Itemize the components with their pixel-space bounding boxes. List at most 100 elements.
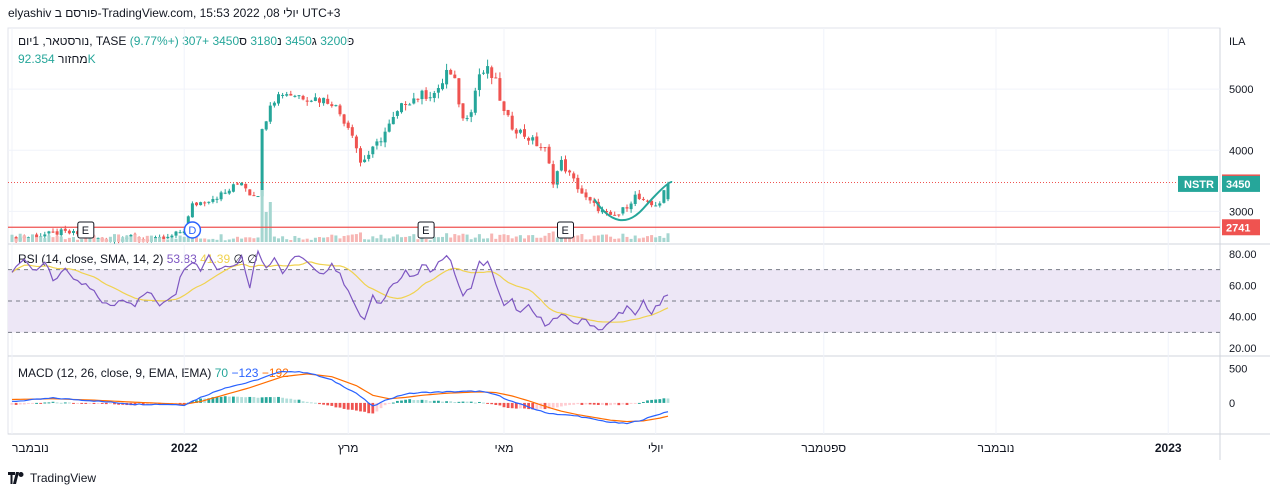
volume-bar: [117, 234, 121, 242]
candle-body: [301, 95, 305, 100]
volume-label: מחזור: [58, 52, 88, 66]
low-label: נ: [277, 34, 282, 48]
macd-histogram-bar: [248, 396, 252, 403]
macd-histogram-bar: [301, 401, 305, 403]
tradingview-brand: TradingView: [8, 471, 96, 485]
macd-histogram-bar: [551, 402, 555, 408]
candle-body: [457, 78, 461, 105]
macd-histogram-bar: [273, 397, 276, 403]
macd-histogram-bar: [342, 402, 346, 409]
macd-histogram-bar: [88, 402, 92, 404]
volume-bar: [31, 234, 34, 242]
candle-body: [338, 105, 342, 115]
volume-bar: [18, 233, 22, 242]
candle-body: [289, 93, 293, 96]
candle-body: [272, 102, 276, 106]
macd-histogram-bar: [617, 402, 621, 406]
volume-bar: [141, 239, 145, 242]
volume-bar: [424, 239, 428, 242]
candle-body: [600, 209, 604, 213]
macd-histogram-bar: [482, 402, 485, 404]
macd-histogram-bar: [601, 402, 604, 405]
macd-histogram-bar: [506, 402, 510, 409]
volume-bar: [145, 235, 149, 242]
macd-histogram-bar: [100, 402, 104, 404]
macd-histogram-bar: [408, 399, 412, 403]
macd-histogram-bar: [404, 399, 407, 403]
candle-body: [420, 90, 424, 100]
macd-histogram-bar: [437, 400, 440, 403]
candle-body: [555, 171, 559, 185]
rsi-ma-line: [11, 261, 669, 323]
candle-body: [609, 211, 613, 215]
volume-bar: [297, 237, 301, 242]
volume-bar: [494, 238, 498, 242]
candle-body: [395, 111, 399, 116]
macd-histogram-bar: [80, 402, 84, 404]
earnings-marker-label: E: [422, 225, 429, 237]
macd-histogram-bar: [367, 402, 371, 414]
candle-body: [572, 173, 576, 179]
volume-bar: [162, 239, 166, 242]
macd-histogram-bar: [424, 400, 428, 403]
macd-histogram-bar: [322, 402, 325, 405]
volume-bar: [272, 236, 276, 242]
macd-histogram-bar: [35, 402, 38, 404]
macd-histogram-bar: [613, 402, 617, 405]
volume-bar: [535, 237, 539, 242]
volume-bar: [412, 234, 416, 242]
candle-body: [428, 97, 432, 99]
macd-histogram-bar: [256, 397, 260, 403]
volume-bar: [383, 238, 387, 242]
candle-body: [473, 90, 477, 113]
volume-bar: [621, 233, 625, 242]
macd-histogram-bar: [47, 402, 51, 404]
candle-body: [67, 230, 71, 234]
candle-body: [547, 146, 551, 164]
macd-label: MACD (12, 26, close, 9, EMA, EMA): [18, 366, 212, 380]
macd-histogram-bar: [59, 402, 63, 404]
volume-bar: [166, 239, 170, 242]
candle-body: [285, 94, 289, 96]
candle-body: [252, 195, 256, 197]
volume-bar: [379, 234, 383, 242]
macd-histogram-bar: [113, 402, 116, 405]
macd-histogram-bar: [350, 402, 354, 410]
candle-body: [309, 100, 313, 102]
volume-bar: [449, 237, 453, 242]
candle-body: [527, 137, 531, 141]
candle-body: [162, 236, 166, 239]
macd-histogram-bar: [494, 402, 498, 406]
candle-body: [617, 214, 621, 216]
macd-histogram-bar: [666, 398, 670, 403]
volume-bar: [223, 240, 227, 242]
candle-body: [441, 83, 444, 90]
volume-bar: [490, 233, 494, 242]
volume-bar: [96, 238, 100, 242]
candle-body: [305, 100, 309, 102]
macd-tick-label: 0: [1229, 398, 1235, 410]
candle-body: [424, 90, 428, 99]
candle-body: [256, 196, 260, 198]
volume-bar: [182, 236, 186, 242]
macd-histogram-bar: [219, 396, 223, 403]
candle-body: [494, 77, 498, 79]
macd-histogram-bar: [555, 402, 559, 408]
candle-body: [551, 164, 555, 185]
time-axis-label: מרץ: [338, 441, 359, 455]
macd-histogram-bar: [22, 402, 26, 405]
volume-bar: [600, 234, 604, 242]
open-value: 3200: [320, 34, 347, 48]
macd-histogram-bar: [609, 402, 612, 406]
volume-bar: [158, 237, 162, 242]
price-tag-box: [1222, 219, 1260, 236]
candle-body: [326, 98, 330, 104]
volume-bar: [354, 234, 358, 242]
volume-bar: [178, 235, 182, 242]
volume-bar: [125, 235, 129, 242]
candle-body: [354, 136, 358, 149]
volume-bar: [584, 239, 588, 242]
macd-histogram-bar: [178, 402, 182, 404]
macd-histogram-bar: [355, 402, 358, 411]
